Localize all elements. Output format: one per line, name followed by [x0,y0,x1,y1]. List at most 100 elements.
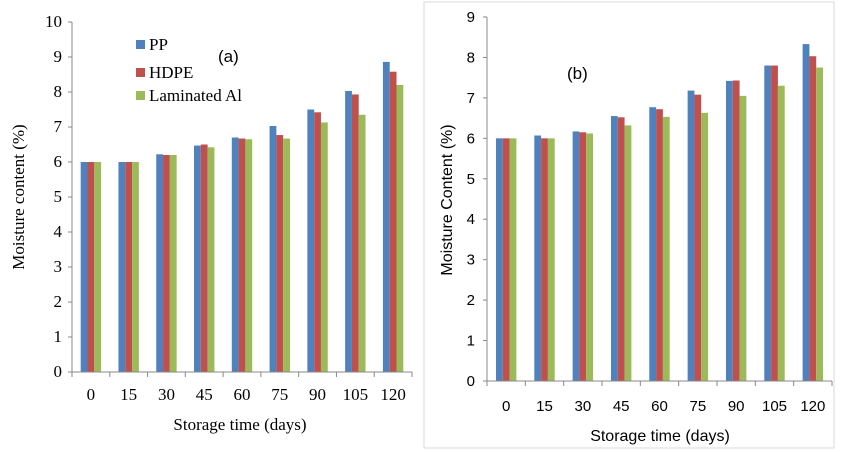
bar-b-pp-30 [572,131,580,381]
y-tick-label-a-9: 9 [54,47,63,66]
bar-a-hdpe-60 [238,138,246,372]
legend-label-hdpe: HDPE [149,63,193,82]
bar-b-pp-120 [802,44,810,381]
bar-a-pp-75 [269,125,277,372]
bar-b-hdpe-105 [771,65,778,381]
bar-b-laminated-al-90 [739,95,747,382]
panel-b-y-ticks: 0 1 2 3 4 5 6 7 8 9 [467,9,487,390]
bar-a-pp-30 [156,154,164,372]
bar-a-hdpe-0 [87,162,95,372]
bar-a-hdpe-30 [163,155,170,372]
bar-a-hdpe-90 [314,112,321,373]
y-tick-label-b-6: 6 [467,130,475,147]
y-tick-label-a-6: 6 [54,152,63,171]
x-tick-label-a-15: 15 [120,385,137,404]
y-tick-label-a-2: 2 [54,292,63,311]
bar-b-laminated-al-0 [509,138,517,381]
x-tick-label-b-45: 45 [613,398,630,415]
y-tick-label-a-3: 3 [54,257,63,276]
bar-b-hdpe-75 [694,94,702,382]
bar-a-laminated-al-0 [94,162,102,372]
bar-a-hdpe-15 [125,162,133,372]
y-tick-label-b-4: 4 [467,211,475,228]
bar-b-hdpe-30 [579,132,587,381]
panel-a-legend: PP HDPE Laminated Al [136,35,242,105]
bar-a-hdpe-105 [351,94,359,372]
bar-b-hdpe-120 [809,56,817,381]
y-tick-label-a-1: 1 [54,327,63,346]
legend-label-laminated-al: Laminated Al [149,86,242,105]
x-tick-label-b-15: 15 [536,398,553,415]
y-tick-label-b-2: 2 [467,292,475,309]
legend-label-pp: PP [149,35,168,54]
panel-b-x-axis-label: Storage time (days) [590,428,730,445]
y-tick-label-b-0: 0 [467,373,475,390]
x-tick-label-a-60: 60 [234,385,251,404]
y-tick-label-a-10: 10 [45,12,62,31]
y-tick-label-a-0: 0 [54,362,63,381]
bar-a-hdpe-45 [200,144,208,372]
x-tick-label-a-45: 45 [196,385,213,404]
bar-b-pp-45 [610,116,618,381]
bar-b-hdpe-45 [617,117,625,382]
panel-b-y-axis-label: Moisture Content (%) [439,124,456,275]
x-tick-label-a-30: 30 [158,385,175,404]
panel-a-y-ticks: 0 1 2 3 4 5 6 7 8 9 10 [45,12,72,381]
panel-b-frame [423,1,835,449]
bar-a-pp-120 [382,61,390,373]
x-tick-label-b-105: 105 [762,398,787,415]
legend-swatch-hdpe [136,68,145,77]
bar-b-pp-105 [764,65,772,381]
panel-a-label: (a) [218,47,239,66]
bar-a-hdpe-75 [276,135,284,372]
y-tick-label-b-3: 3 [467,252,475,269]
bar-a-laminated-al-45 [207,147,215,372]
x-tick-label-b-30: 30 [574,398,591,415]
bar-b-laminated-al-75 [701,112,709,381]
bar-b-pp-75 [687,90,695,382]
x-tick-label-b-120: 120 [800,398,825,415]
bar-a-laminated-al-60 [245,139,253,372]
x-tick-label-b-0: 0 [502,398,510,415]
bar-b-laminated-al-60 [662,116,670,382]
bar-b-pp-15 [534,135,542,381]
bar-b-laminated-al-30 [586,133,594,381]
x-tick-label-a-120: 120 [380,385,406,404]
panel-b-bars [495,44,824,382]
x-tick-label-a-0: 0 [87,385,96,404]
x-tick-label-b-90: 90 [728,398,745,415]
panel-a-x-ticks: 0 15 30 45 60 75 90 105 120 [71,372,413,404]
bar-b-hdpe-15 [541,138,548,381]
bar-b-hdpe-60 [656,109,663,382]
legend-swatch-pp [136,40,145,49]
bar-a-pp-60 [231,137,239,372]
panel-b-x-ticks: 0 15 30 45 60 75 90 105 120 [486,381,833,415]
bar-a-laminated-al-30 [169,155,177,372]
x-tick-label-a-90: 90 [309,385,326,404]
bar-b-hdpe-0 [502,138,510,381]
y-tick-label-b-8: 8 [467,49,475,66]
bar-b-pp-90 [725,80,733,382]
bar-b-pp-0 [495,138,503,381]
bar-a-pp-0 [80,162,88,372]
y-tick-label-b-5: 5 [467,171,475,188]
y-tick-label-a-5: 5 [54,187,63,206]
bar-a-pp-15 [118,162,126,372]
y-tick-label-a-7: 7 [54,117,63,136]
bar-a-laminated-al-90 [320,122,328,372]
x-tick-label-a-75: 75 [271,385,288,404]
y-tick-label-a-8: 8 [54,82,63,101]
y-tick-label-a-4: 4 [54,222,63,241]
panel-a-x-axis-label: Storage time (days) [173,415,306,434]
y-tick-label-b-1: 1 [467,333,475,350]
panel-a-y-axis-label: Moisture content (%) [9,124,28,269]
bar-b-hdpe-90 [732,80,740,381]
bar-a-laminated-al-15 [132,162,139,372]
x-tick-label-a-105: 105 [343,385,369,404]
x-tick-label-b-75: 75 [689,398,706,415]
bar-b-laminated-al-105 [777,85,785,381]
y-tick-label-b-7: 7 [467,90,475,107]
bar-a-pp-45 [194,145,201,372]
